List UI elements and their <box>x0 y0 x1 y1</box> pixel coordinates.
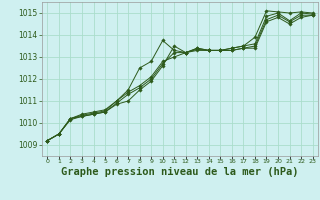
X-axis label: Graphe pression niveau de la mer (hPa): Graphe pression niveau de la mer (hPa) <box>61 167 299 177</box>
